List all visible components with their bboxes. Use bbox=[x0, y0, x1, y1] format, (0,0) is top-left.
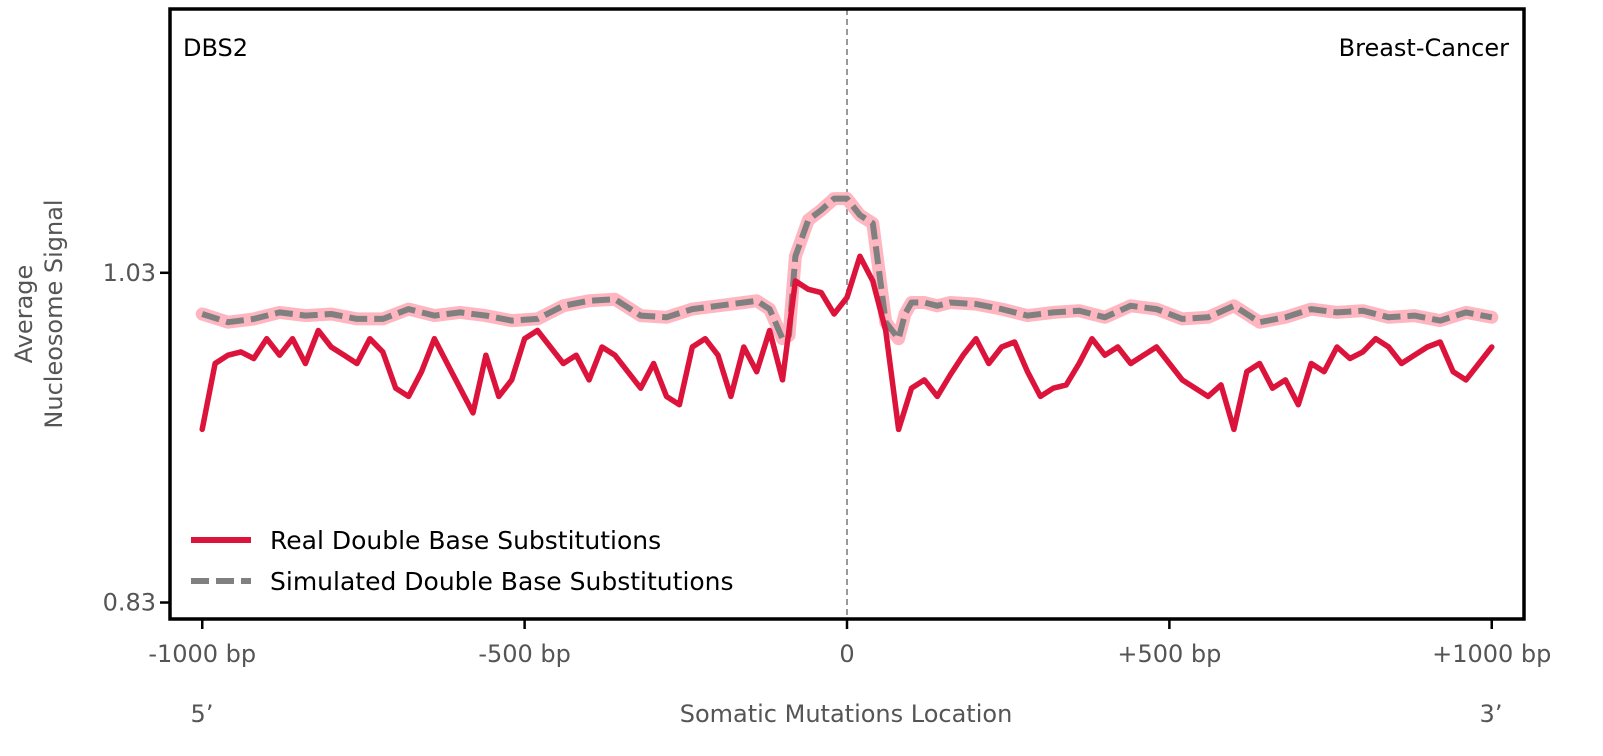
x-tick-label: +500 bp bbox=[1117, 640, 1221, 668]
x-axis-ticks: -1000 bp -500 bp 0 +500 bp +1000 bp bbox=[148, 619, 1551, 668]
legend-real-label: Real Double Base Substitutions bbox=[270, 526, 661, 555]
x-axis-title: Somatic Mutations Location bbox=[680, 700, 1013, 728]
y-tick-label: 0.83 bbox=[103, 589, 156, 617]
legend: Real Double Base Substitutions Simulated… bbox=[191, 526, 734, 596]
cancer-type-label: Breast-Cancer bbox=[1339, 34, 1509, 62]
x-tick-label: -500 bp bbox=[478, 640, 571, 668]
three-prime-label: 3’ bbox=[1480, 700, 1503, 728]
real-line-path bbox=[199, 253, 1495, 433]
y-axis-title-line-1: Average bbox=[10, 265, 38, 364]
y-axis-ticks: 1.03 0.83 bbox=[103, 259, 170, 617]
x-tick-label: 0 bbox=[839, 640, 854, 668]
x-tick-label: -1000 bp bbox=[148, 640, 256, 668]
legend-simulated-label: Simulated Double Base Substitutions bbox=[270, 567, 734, 596]
y-tick-label: 1.03 bbox=[103, 259, 156, 287]
y-axis-title-line-2: Nucleosome Signal bbox=[40, 199, 68, 428]
signature-label: DBS2 bbox=[183, 34, 248, 62]
x-tick-label: +1000 bp bbox=[1432, 640, 1551, 668]
five-prime-label: 5’ bbox=[191, 700, 214, 728]
simulated-series-line bbox=[201, 195, 1493, 342]
simulated-line-path bbox=[201, 195, 1493, 342]
real-series-line bbox=[199, 253, 1495, 433]
